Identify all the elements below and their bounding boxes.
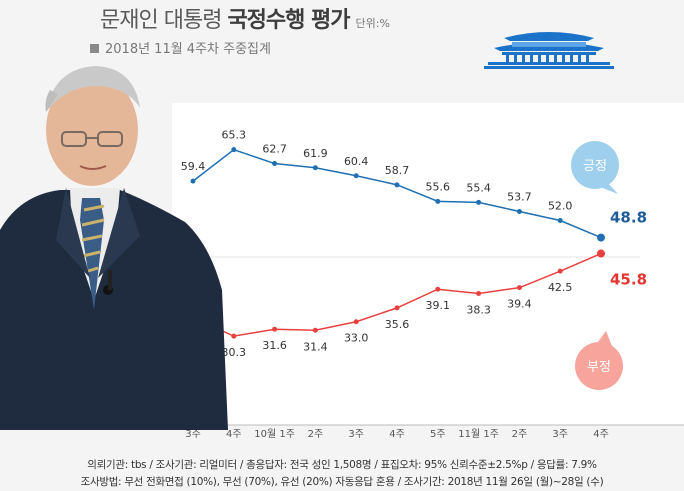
data-point-negative-1 (231, 333, 237, 339)
data-point-positive-3 (312, 165, 318, 171)
data-point-negative-9 (557, 268, 563, 274)
data-label-negative-7: 38.3 (466, 304, 491, 317)
president-portrait (0, 66, 228, 430)
legend-negative-label: 부정 (587, 360, 611, 375)
data-point-positive-4 (353, 173, 359, 179)
legend-negative-bubble-tail (598, 331, 612, 346)
data-label-negative-5: 35.6 (385, 318, 410, 331)
x-tick-label-2: 10월 1주 (254, 428, 295, 440)
x-tick-label-7: 11월 1주 (458, 428, 499, 440)
title-bold: 국정수행 평가 (227, 8, 350, 33)
blue-house-icon (484, 32, 614, 69)
data-point-negative-6 (435, 286, 441, 292)
data-label-negative-9: 42.5 (548, 281, 573, 294)
data-point-positive-0 (190, 178, 196, 184)
data-point-negative-8 (516, 285, 522, 291)
title-main: 문재인 대통령 (100, 8, 222, 33)
data-point-negative-3 (312, 327, 318, 333)
data-label-positive-7: 55.4 (466, 181, 491, 194)
legend-positive-label: 긍정 (583, 159, 607, 174)
data-label-negative-4: 33.0 (344, 332, 369, 345)
data-point-positive-5 (394, 182, 400, 188)
data-point-negative-5 (394, 305, 400, 311)
x-tick-label-10: 4주 (593, 429, 609, 440)
legend-negative: 부정 (575, 331, 623, 390)
data-label-positive-1: 65.3 (222, 129, 247, 142)
square-bullet-icon (90, 44, 99, 53)
footer-line-1: 의뢰기관: tbs / 조사기관: 리얼미터 / 총응답자: 전국 성인 1,5… (87, 459, 597, 471)
data-label-negative-3: 31.4 (303, 340, 328, 353)
data-point-positive-8 (516, 208, 522, 214)
data-point-negative-4 (353, 319, 359, 325)
x-tick-label-9: 3주 (552, 429, 568, 440)
data-point-positive-1 (231, 147, 237, 153)
data-point-positive-7 (476, 199, 482, 205)
data-label-positive-4: 60.4 (344, 155, 369, 168)
subtitle-text: 2018년 11월 4주차 주중집계 (105, 42, 271, 57)
unit-label: 단위:% (355, 17, 390, 30)
data-label-positive-3: 61.9 (303, 147, 328, 160)
data-label-positive-2: 62.7 (262, 143, 287, 156)
x-tick-label-8: 2주 (512, 429, 528, 440)
chart-title: 문재인 대통령 국정수행 평가 단위:% (100, 2, 390, 34)
x-tick-label-1: 4주 (226, 429, 242, 440)
x-tick-label-3: 2주 (308, 429, 324, 440)
legend-negative-bubble (575, 342, 623, 390)
data-label-positive-9: 52.0 (548, 200, 573, 213)
data-label-positive-8: 53.7 (507, 190, 532, 203)
data-point-positive-2 (272, 161, 278, 167)
legend-positive-bubble-tail (600, 183, 618, 194)
data-point-negative-10 (597, 249, 605, 258)
data-point-positive-10 (597, 233, 605, 242)
legend-positive-bubble (571, 141, 619, 189)
data-label-negative-2: 31.6 (262, 339, 287, 352)
x-tick-label-4: 3주 (348, 429, 364, 440)
data-label-positive-0: 59.4 (181, 160, 206, 173)
data-point-positive-6 (435, 198, 441, 204)
data-label-negative-1: 30.3 (222, 346, 247, 359)
data-label-positive-6: 55.6 (426, 180, 451, 193)
subtitle: 2018년 11월 4주차 주중집계 (90, 38, 271, 57)
data-label-negative-10: 45.8 (610, 271, 647, 289)
data-label-positive-5: 58.7 (385, 164, 410, 177)
x-tick-label-0: 3주 (185, 429, 201, 440)
footer-line-2: 조사방법: 무선 전화면접 (10%), 무선 (70%), 유선 (20%) … (80, 476, 604, 488)
data-point-negative-7 (476, 291, 482, 297)
data-label-negative-6: 39.1 (426, 299, 451, 312)
x-tick-label-5: 4주 (389, 429, 405, 440)
legend-positive: 긍정 (571, 141, 619, 194)
data-point-positive-9 (557, 218, 563, 224)
x-tick-label-6: 5주 (430, 429, 446, 440)
data-label-negative-8: 39.4 (507, 298, 532, 311)
data-label-positive-10: 48.8 (610, 209, 647, 227)
data-point-negative-2 (272, 326, 278, 332)
